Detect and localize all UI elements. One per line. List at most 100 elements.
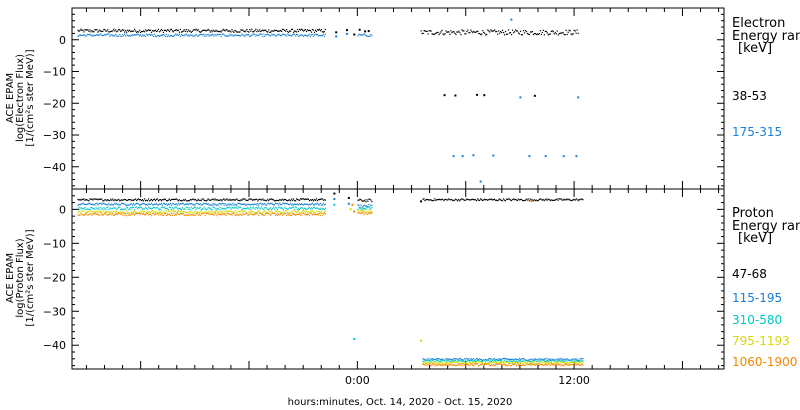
proton-data-point <box>159 208 162 210</box>
proton-data-point <box>420 339 423 342</box>
proton-data-point <box>434 358 436 361</box>
proton-data-point <box>81 207 83 210</box>
proton-data-point <box>361 211 363 214</box>
proton-data-point <box>567 199 569 201</box>
electron-data-point <box>157 34 160 37</box>
electron-data-point <box>239 31 241 33</box>
proton-data-point <box>98 207 100 209</box>
electron-data-point <box>94 35 96 37</box>
proton-data-point <box>178 210 180 212</box>
proton-data-point <box>369 211 371 214</box>
electron-data-point <box>120 35 122 37</box>
electron-data-point <box>144 29 147 31</box>
proton-data-point <box>555 198 557 201</box>
proton-data-point <box>102 208 104 210</box>
proton-data-point <box>151 210 154 212</box>
proton-data-point <box>189 214 191 216</box>
proton-data-point <box>488 198 491 200</box>
proton-data-point <box>236 204 238 206</box>
electron-data-point <box>198 30 200 33</box>
electron-data-point <box>170 28 172 30</box>
proton-data-point <box>111 214 113 216</box>
electron-data-point <box>91 34 93 36</box>
electron-data-point <box>544 30 546 32</box>
proton-data-point <box>150 202 153 204</box>
proton-data-point <box>423 359 425 361</box>
proton-data-point <box>532 363 534 365</box>
proton-data-point <box>540 198 542 200</box>
proton-data-point <box>494 364 497 366</box>
proton-data-point <box>494 359 497 361</box>
proton-data-point <box>315 210 318 212</box>
electron-data-point <box>118 29 120 31</box>
electron-data-point <box>305 30 308 33</box>
proton-data-point <box>198 207 200 209</box>
proton-data-point <box>131 213 133 215</box>
electron-data-point <box>533 32 536 35</box>
proton-data-point <box>134 209 136 211</box>
proton-data-point <box>285 210 287 212</box>
proton-data-point <box>431 364 433 366</box>
proton-data-point <box>114 210 116 212</box>
proton-data-point <box>164 213 167 215</box>
proton-data-point <box>103 202 105 205</box>
proton-data-point <box>80 212 82 214</box>
proton-data-point <box>128 204 130 206</box>
electron-data-point <box>158 31 161 33</box>
proton-data-point <box>203 202 205 204</box>
electron-ylabel-line-3: [1/(cm²s ster MeV)] <box>25 49 36 146</box>
proton-data-point <box>507 198 510 200</box>
electron-data-point <box>243 35 245 37</box>
proton-data-point <box>439 358 441 360</box>
proton-data-point <box>244 213 246 216</box>
proton-data-point <box>363 200 365 202</box>
proton-data-point <box>183 208 185 210</box>
proton-data-point <box>556 362 558 364</box>
proton-data-point <box>204 203 206 205</box>
proton-data-point <box>212 213 214 216</box>
electron-data-point <box>268 34 270 36</box>
proton-data-point <box>83 214 85 217</box>
proton-data-point <box>444 359 446 362</box>
electron-data-point <box>176 29 178 32</box>
electron-data-point <box>257 34 259 36</box>
electron-data-point <box>312 35 315 37</box>
proton-data-point <box>550 199 552 201</box>
proton-data-point <box>511 361 513 363</box>
proton-data-point <box>514 358 516 360</box>
proton-data-point <box>507 361 510 363</box>
electron-data-point <box>470 29 472 31</box>
proton-data-point <box>371 201 373 203</box>
proton-data-point <box>322 208 324 210</box>
proton-data-point <box>317 199 320 201</box>
proton-data-point <box>254 199 256 201</box>
proton-data-point <box>489 361 492 364</box>
proton-data-point <box>493 361 496 363</box>
proton-data-point <box>223 208 225 210</box>
proton-data-point <box>202 203 204 205</box>
electron-data-point <box>289 30 292 32</box>
electron-data-point <box>365 34 367 37</box>
proton-data-point <box>283 213 285 215</box>
proton-data-point <box>134 204 136 206</box>
proton-data-point <box>125 208 127 210</box>
proton-data-point <box>227 199 229 201</box>
proton-data-point <box>116 209 118 211</box>
electron-data-point <box>481 33 483 35</box>
proton-data-point <box>365 208 367 210</box>
proton-data-point <box>436 359 438 361</box>
proton-data-point <box>255 198 257 200</box>
proton-data-point <box>169 206 171 209</box>
proton-data-point <box>324 213 326 215</box>
proton-data-point <box>434 198 436 200</box>
proton-data-point <box>477 363 479 365</box>
proton-data-point <box>425 360 427 362</box>
proton-data-point <box>296 213 299 215</box>
proton-data-point <box>150 208 153 210</box>
electron-data-point <box>300 34 303 36</box>
electron-data-point <box>218 31 220 33</box>
proton-data-point <box>535 363 537 365</box>
electron-data-point <box>317 35 320 37</box>
proton-data-point <box>295 213 298 216</box>
electron-data-point <box>462 30 464 32</box>
